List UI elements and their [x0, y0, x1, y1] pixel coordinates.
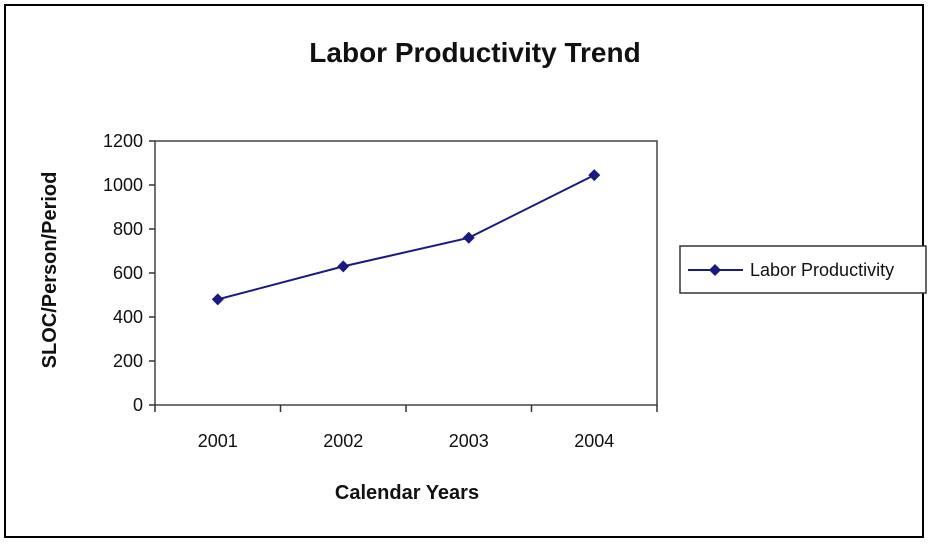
data-point-marker — [588, 169, 601, 182]
legend-marker — [709, 264, 721, 276]
x-tick-label: 2001 — [198, 431, 238, 451]
legend: Labor Productivity — [679, 245, 927, 294]
y-tick-label: 200 — [113, 351, 143, 371]
series-line — [217, 174, 595, 301]
series-layer — [211, 169, 601, 306]
x-tick-label: 2003 — [449, 431, 489, 451]
y-tick-label: 400 — [113, 307, 143, 327]
y-tick-label: 800 — [113, 219, 143, 239]
y-tick-label: 600 — [113, 263, 143, 283]
x-axis: 2001 2002 2003 2004 — [154, 405, 658, 451]
chart-title: Labor Productivity Trend — [309, 37, 640, 68]
y-tick-label: 1200 — [103, 131, 143, 151]
x-tick-label: 2004 — [574, 431, 614, 451]
y-axis-label: SLOC/Person/Period — [39, 172, 61, 369]
y-axis: 0 200 400 600 800 1000 1200 — [103, 131, 155, 415]
data-point-marker — [462, 231, 475, 244]
y-tick-label: 1000 — [103, 175, 143, 195]
x-tick-label: 2002 — [323, 431, 363, 451]
legend-label: Labor Productivity — [750, 260, 894, 280]
data-point-marker — [337, 260, 350, 273]
data-point-marker — [211, 293, 224, 306]
x-axis-label: Calendar Years — [335, 482, 479, 504]
y-tick-label: 0 — [133, 395, 143, 415]
